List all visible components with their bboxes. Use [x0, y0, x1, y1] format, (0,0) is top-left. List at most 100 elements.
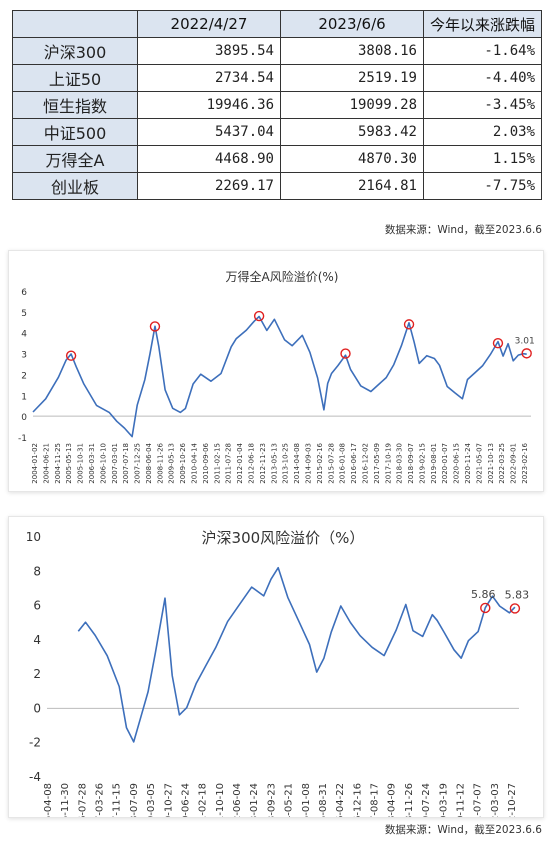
y-tick-label: 0	[21, 413, 27, 423]
y-tick-label: -2	[29, 736, 41, 750]
value-2022: 4468.90	[137, 145, 281, 173]
table-row: 恒生指数 19946.36 19099.28 -3.45%	[12, 91, 542, 119]
chart-title: 沪深300风险溢价（%）	[202, 529, 365, 547]
source-note: 数据来源：Wind，截至2023.6.6	[384, 224, 542, 236]
y-tick-label: 10	[26, 530, 41, 544]
x-tick-label: 2011-02-18	[198, 783, 209, 817]
chart-card-wind-all-a: 万得全A风险溢价(%) -1 0 1 2 3 4 5 6 2004-01-02 2004-06-21…	[8, 250, 544, 492]
x-tick-label: 2015-01-08	[301, 783, 312, 817]
x-tick-label: 2018-03-30	[396, 443, 404, 484]
highlight-circle	[340, 348, 351, 359]
row-name: 上证50	[12, 64, 138, 92]
table-row: 万得全A 4468.90 4870.30 1.15%	[12, 145, 542, 173]
row-name: 恒生指数	[12, 91, 138, 119]
value-2023: 3808.16	[280, 37, 424, 65]
value-2022: 2734.54	[137, 64, 281, 92]
x-tick-label: 2021-07-07	[473, 783, 484, 817]
x-tick-label: 2009-10-26	[179, 442, 187, 483]
x-tick-label: 2018-04-09	[387, 783, 398, 817]
x-tick-label: 2020-01-07	[441, 443, 449, 484]
x-tick-label: 2007-11-15	[112, 783, 123, 817]
value-2022: 2269.17	[137, 172, 281, 200]
value-2022: 19946.36	[137, 91, 281, 119]
chart-title: 万得全A风险溢价(%)	[226, 269, 339, 284]
x-tick-label: 2014-09-03	[304, 443, 312, 484]
x-tick-label: 2016-12-16	[352, 783, 363, 817]
x-tick-label: 2022-03-25	[498, 443, 506, 484]
x-tick-label: 2016-04-22	[335, 783, 346, 817]
value-2023: 4870.30	[280, 145, 424, 173]
x-tick-label: 2022-03-03	[490, 783, 501, 817]
x-tick-label: 2016-06-17	[350, 443, 358, 484]
x-tick-label: 2019-08-01	[430, 443, 438, 484]
highlight-circle	[149, 321, 161, 332]
x-tick-label: 2005-05-13	[65, 443, 73, 484]
x-tick-label: 2012-06-18	[248, 443, 256, 484]
x-tick-label: 2008-06-04	[145, 442, 153, 483]
x-tick-label: 2008-11-26	[156, 442, 164, 483]
y-tick-label: 0	[33, 701, 41, 715]
header-cell: 2023/6/6	[280, 10, 424, 38]
y-tick-label: -4	[29, 770, 41, 784]
chart-wind-all-a-risk-premium: 万得全A风险溢价(%) -1 0 1 2 3 4 5 6 2004-01-02 2004-06-21…	[18, 269, 535, 484]
x-tick-label: 2020-06-15	[453, 443, 461, 484]
value-2023: 5983.42	[280, 118, 424, 146]
x-tick-label: 2020-11-24	[464, 442, 472, 483]
x-tick-label: 2015-07-28	[327, 443, 335, 484]
x-tick-label: 2006-10-10	[99, 443, 107, 484]
header-cell	[12, 10, 138, 38]
source-note: 数据来源：Wind，截至2023.6.6	[384, 824, 542, 836]
index-table: 2022/4/27 2023/6/6 今年以来涨跌幅 沪深300 3895.54 3…	[12, 10, 542, 200]
y-tick-label: 8	[33, 564, 41, 578]
ytd-change: -1.64%	[423, 37, 542, 65]
x-tick-label: 2005-04-08	[43, 783, 54, 817]
x-tick-label: 2021-05-07	[475, 443, 483, 484]
header-cell: 今年以来涨跌幅	[423, 10, 542, 38]
x-tick-label: 2011-07-28	[225, 443, 233, 484]
highlight-circle	[492, 337, 504, 349]
value-2022: 3895.54	[137, 37, 281, 65]
x-tick-label: 2005-10-31	[77, 443, 85, 484]
y-tick-label: 4	[21, 330, 27, 340]
x-tick-label: 2006-03-31	[88, 443, 96, 484]
x-tick-label: 2022-10-27	[507, 783, 518, 817]
ytd-change: 1.15%	[423, 145, 542, 173]
y-tick-label: 6	[21, 288, 27, 298]
series-line	[77, 566, 516, 743]
ytd-change: -7.75%	[423, 172, 542, 200]
x-tick-label: 2022-09-01	[510, 443, 518, 484]
chart-csi300-risk-premium: 沪深300风险溢价（%） -4 -2 0 2 4 6 8 10 2005-04-08 2005-11…	[26, 529, 530, 841]
x-tick-label: 2011-02-15	[213, 443, 221, 484]
x-tick-label: 2009-05-13	[168, 443, 176, 484]
x-tick-label: 2013-09-23	[266, 783, 277, 817]
x-tick-label: 2007-12-25	[134, 443, 142, 484]
x-tick-label: 2007-07-18	[122, 443, 130, 484]
row-name: 创业板	[12, 172, 138, 200]
x-tick-label: 2019-07-24	[421, 783, 432, 817]
y-tick-label: 2	[21, 371, 27, 381]
x-tick-label: 2004-01-02	[31, 443, 39, 484]
data-label: 5.83	[505, 588, 530, 601]
y-tick-label: 5	[21, 309, 27, 319]
row-name: 中证500	[12, 118, 138, 146]
y-tick-label: -1	[18, 434, 27, 444]
x-tick-label: 2015-08-31	[318, 783, 329, 817]
data-label: 5.86	[471, 588, 496, 601]
row-name: 沪深300	[12, 37, 138, 65]
highlight-circle	[521, 348, 532, 359]
x-tick-label: 2006-07-28	[77, 783, 88, 817]
x-tick-label: 2014-04-08	[293, 443, 301, 484]
row-name: 万得全A	[12, 145, 138, 173]
value-2023: 2164.81	[280, 172, 424, 200]
x-tick-label: 2017-08-17	[370, 783, 381, 817]
x-tick-label: 2016-12-02	[361, 443, 369, 484]
x-tick-label: 2012-01-04	[236, 442, 244, 483]
x-tick-label: 2016-01-08	[339, 443, 347, 484]
y-tick-label: 1	[21, 392, 27, 402]
highlight-circle	[65, 350, 77, 361]
x-tick-label: 2012-06-04	[232, 783, 243, 817]
x-tick-label: 2020-03-19	[438, 783, 449, 817]
value-2023: 2519.19	[280, 64, 424, 92]
x-tick-label: 2014-05-21	[284, 783, 295, 817]
x-tick-label: 2015-02-16	[316, 442, 324, 483]
